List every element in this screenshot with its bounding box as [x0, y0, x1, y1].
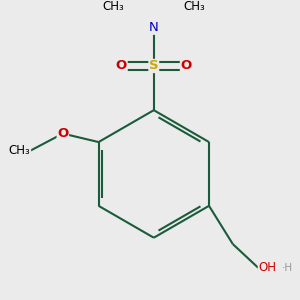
- Text: N: N: [149, 21, 159, 34]
- Text: O: O: [57, 127, 68, 140]
- Text: OH: OH: [258, 261, 276, 274]
- Text: CH₃: CH₃: [102, 0, 124, 13]
- Text: O: O: [116, 59, 127, 73]
- Text: CH₃: CH₃: [184, 0, 205, 13]
- Text: CH₃: CH₃: [9, 144, 31, 157]
- Text: ·H: ·H: [282, 263, 293, 273]
- Text: O: O: [181, 59, 192, 73]
- Text: S: S: [149, 59, 159, 73]
